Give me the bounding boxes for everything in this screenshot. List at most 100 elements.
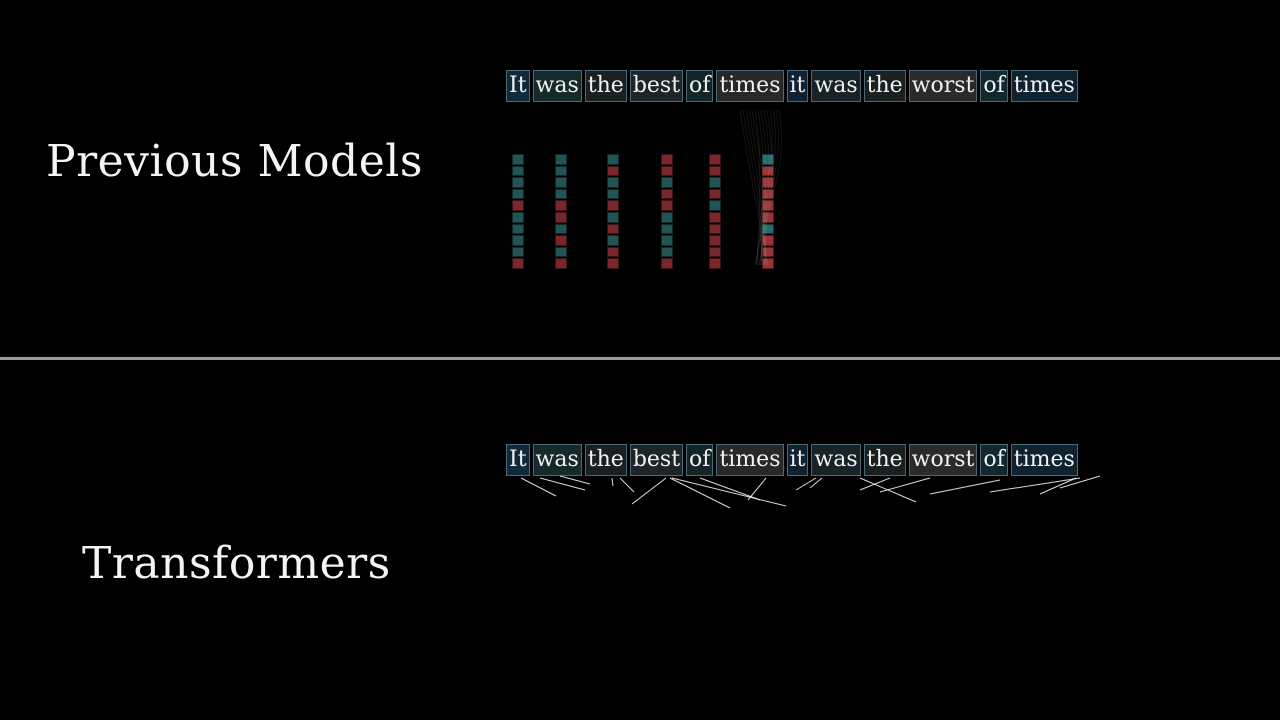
- vector-cell: [709, 258, 721, 269]
- flow-line: [756, 109, 776, 266]
- vector-cell: [661, 211, 673, 223]
- top-token: of: [686, 70, 714, 102]
- bottom-token: of: [686, 444, 714, 476]
- top-token: best: [629, 70, 684, 102]
- vector-cell: [555, 223, 567, 235]
- bottom-token-row: It was the best of times it was the worst of times: [506, 444, 1078, 476]
- flow-line: [754, 109, 782, 266]
- vector-cell: [762, 223, 774, 235]
- bottom-token: was: [811, 444, 861, 476]
- word-vector: [512, 154, 524, 269]
- attention-line: [989, 477, 1081, 493]
- vector-cell: [661, 223, 673, 235]
- vector-cell: [661, 258, 673, 269]
- vector-cell: [512, 258, 524, 269]
- attention-line: [619, 477, 635, 493]
- vector-cell: [607, 223, 619, 235]
- attention-line: [879, 477, 931, 493]
- attention-line: [611, 477, 614, 487]
- bottom-token: times: [1010, 444, 1078, 476]
- vector-cell: [555, 200, 567, 211]
- vector-cell: [512, 211, 524, 223]
- vector-cell: [607, 246, 619, 258]
- attention-line: [929, 479, 1001, 495]
- vector-cell: [555, 165, 567, 177]
- attention-line: [631, 477, 667, 505]
- top-token: the: [584, 70, 627, 102]
- attention-line: [747, 477, 767, 501]
- top-token: it: [786, 70, 809, 102]
- attention-line: [699, 477, 761, 501]
- flow-line: [751, 109, 767, 266]
- vector-cell: [607, 200, 619, 211]
- vector-cell: [762, 246, 774, 258]
- vector-cell: [607, 188, 619, 200]
- vector-cell: [661, 235, 673, 246]
- top-token: was: [811, 70, 861, 102]
- vector-cell: [555, 188, 567, 200]
- top-token: was: [532, 70, 582, 102]
- vector-cell: [762, 258, 774, 269]
- attention-line: [809, 477, 823, 489]
- transformers-title: Transformers: [82, 538, 391, 589]
- flow-line: [739, 109, 769, 266]
- attention-line: [539, 477, 586, 491]
- vector-cell: [661, 188, 673, 200]
- vector-cell: [512, 246, 524, 258]
- bottom-token: times: [716, 444, 784, 476]
- top-token: times: [1010, 70, 1078, 102]
- vector-cell: [661, 154, 673, 165]
- vector-cell: [709, 188, 721, 200]
- top-token: It: [506, 70, 530, 102]
- bottom-token: of: [980, 444, 1008, 476]
- top-token-row: It was the best of times it was the worst of times: [506, 70, 1078, 102]
- vector-cell: [512, 165, 524, 177]
- vector-cell: [762, 165, 774, 177]
- attention-line: [1059, 475, 1101, 489]
- vector-cell: [709, 246, 721, 258]
- word-vector: [661, 154, 673, 269]
- vector-cell: [607, 177, 619, 188]
- vector-cell: [555, 235, 567, 246]
- flow-line: [742, 109, 768, 266]
- bottom-token: the: [863, 444, 906, 476]
- flow-line: [759, 109, 770, 266]
- top-token: worst: [908, 70, 978, 102]
- vector-cell: [607, 211, 619, 223]
- attention-line: [669, 477, 731, 509]
- bottom-token: best: [629, 444, 684, 476]
- attention-line: [859, 477, 891, 491]
- previous-models-title: Previous Models: [46, 136, 423, 187]
- word-vector: [607, 154, 619, 269]
- vector-cell: [661, 200, 673, 211]
- top-token: times: [716, 70, 784, 102]
- flow-line: [755, 109, 779, 266]
- vector-cell: [555, 177, 567, 188]
- vector-cell: [709, 200, 721, 211]
- vector-cell: [762, 211, 774, 223]
- vector-cell: [709, 154, 721, 165]
- top-token: of: [980, 70, 1008, 102]
- word-vector: [555, 154, 567, 269]
- flow-line: [758, 109, 773, 266]
- vector-cell: [661, 177, 673, 188]
- vector-cell: [762, 200, 774, 211]
- vector-cell: [709, 223, 721, 235]
- vector-cell: [512, 154, 524, 165]
- vector-cell: [762, 177, 774, 188]
- vector-cell: [607, 258, 619, 269]
- vector-cell: [661, 246, 673, 258]
- word-vector: [762, 154, 774, 269]
- vector-cell: [709, 177, 721, 188]
- bottom-token: It: [506, 444, 530, 476]
- vector-cell: [555, 258, 567, 269]
- flow-line: [748, 109, 766, 266]
- vector-cell: [762, 235, 774, 246]
- word-vector: [709, 154, 721, 269]
- vector-cell: [607, 235, 619, 246]
- flow-line: [754, 109, 764, 266]
- vector-cell: [512, 188, 524, 200]
- flow-line: [745, 109, 767, 266]
